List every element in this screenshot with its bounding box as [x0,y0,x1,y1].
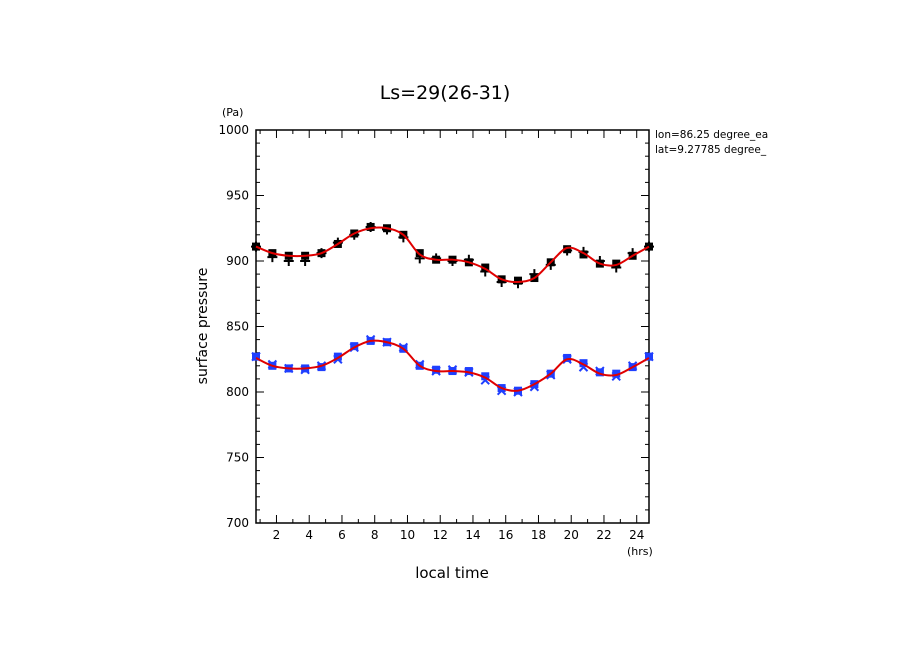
data-point-cross [447,365,458,375]
chart-title: Ls=29(26-31) [380,82,511,104]
x-tick-label: 4 [305,528,313,542]
y-axis-label: surface pressure [195,268,211,385]
y-tick-label: 950 [226,189,249,203]
data-marks [251,221,654,397]
data-point-cross [578,362,589,372]
data-point-square [481,372,490,381]
data-point-square [333,352,342,361]
x-tick-label: 10 [400,528,415,542]
x-tick-label: 8 [371,528,379,542]
data-point-square [579,359,588,368]
annotation-lon: lon=86.25 degree_ea [655,129,768,141]
x-tick-label: 12 [433,528,448,542]
data-point-plus [283,256,294,266]
plot-frame [255,129,650,524]
data-point-square [415,249,424,258]
x-tick-label: 2 [273,528,281,542]
y-tick-label: 850 [226,320,249,334]
annotation-lat: lat=9.27785 degree_ [655,144,767,156]
x-unit-label: (hrs) [627,545,653,558]
y-tick-label: 900 [226,254,249,268]
x-tick-label: 14 [465,528,480,542]
data-point-plus [513,278,523,289]
y-unit-label: (Pa) [222,106,243,119]
series-line [255,339,650,392]
x-tick-label: 16 [498,528,513,542]
x-tick-label: 6 [338,528,346,542]
data-point-cross [480,375,490,385]
x-tick-label: 18 [531,528,546,542]
x-tick-label: 22 [596,528,611,542]
x-tick-label: 20 [564,528,579,542]
y-tick-label: 1000 [218,123,249,137]
y-tick-label: 750 [226,451,249,465]
x-tick-label: 24 [629,528,644,542]
data-point-cross [300,365,310,375]
data-point-square [612,369,621,378]
y-tick-label: 800 [226,385,249,399]
series-line [255,226,650,283]
x-axis-label: local time [415,564,489,582]
data-point-plus [300,256,311,266]
data-point-cross [529,382,540,392]
y-tick-label: 700 [226,516,249,530]
